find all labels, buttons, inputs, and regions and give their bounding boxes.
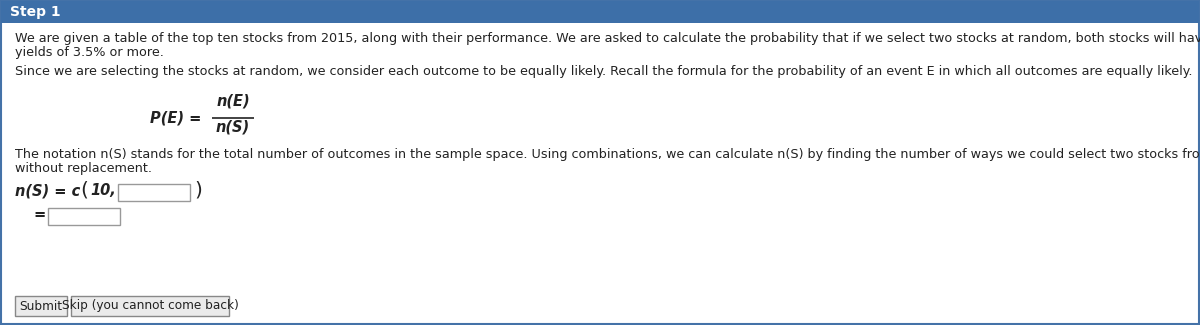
Bar: [1, 1, 1199, 23]
Text: Step 1: Step 1: [10, 5, 61, 19]
Text: Skip (you cannot come back): Skip (you cannot come back): [61, 300, 239, 313]
Text: Since we are selecting the stocks at random, we consider each outcome to be equa: Since we are selecting the stocks at ran…: [14, 65, 1193, 78]
Text: 10,: 10,: [90, 183, 115, 198]
Text: We are given a table of the top ten stocks from 2015, along with their performan: We are given a table of the top ten stoc…: [14, 32, 1200, 45]
Text: n(S) = c: n(S) = c: [14, 183, 80, 198]
Text: The notation n(S) stands for the total number of outcomes in the sample space. U: The notation n(S) stands for the total n…: [14, 148, 1200, 161]
Text: Submit: Submit: [19, 300, 62, 313]
Text: =: =: [34, 207, 46, 222]
Bar: [48, 208, 120, 225]
Text: ): ): [194, 181, 202, 200]
Text: yields of 3.5% or more.: yields of 3.5% or more.: [14, 46, 164, 59]
Text: n(E): n(E): [216, 94, 250, 109]
Bar: [118, 184, 190, 201]
Text: n(S): n(S): [216, 120, 250, 135]
Text: P(E) =: P(E) =: [150, 111, 202, 125]
Bar: [71, 296, 229, 316]
Text: without replacement.: without replacement.: [14, 162, 152, 175]
Bar: [14, 296, 67, 316]
Text: (: (: [80, 181, 88, 200]
